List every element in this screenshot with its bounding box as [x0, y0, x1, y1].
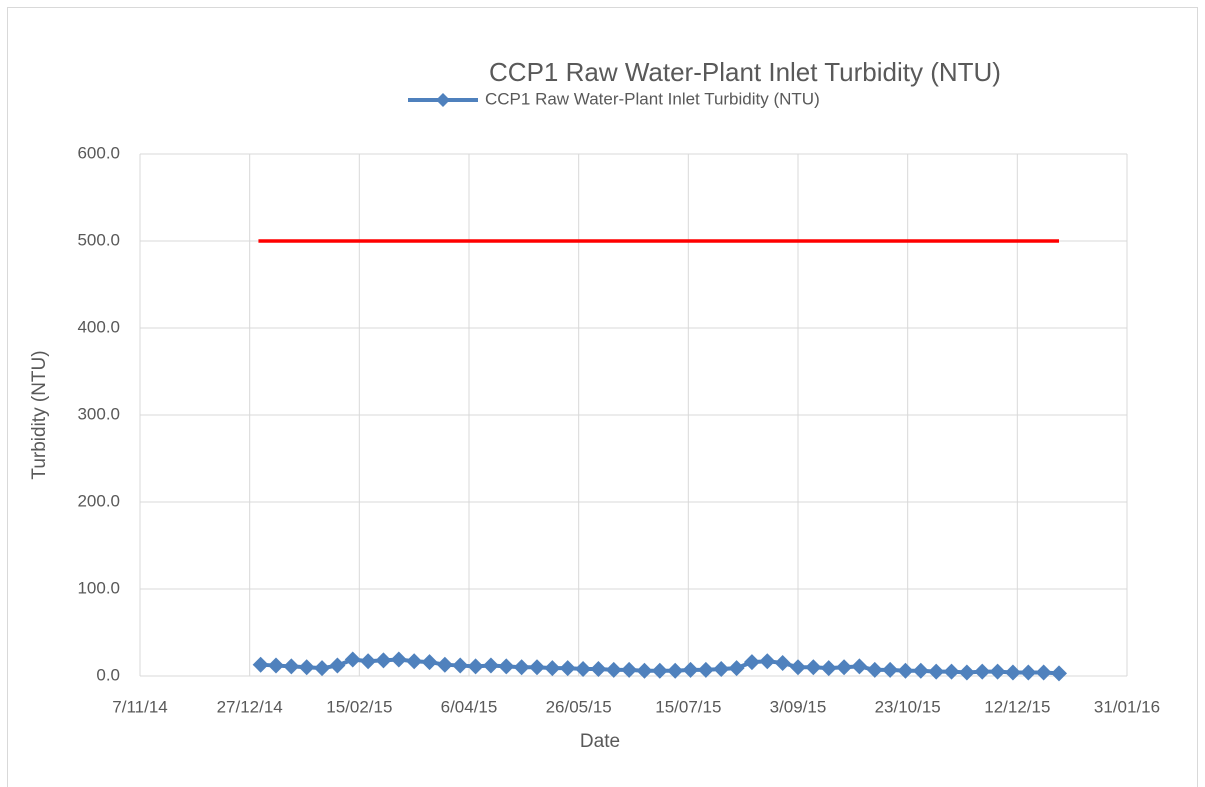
x-tick-label: 31/01/16	[1094, 697, 1160, 716]
data-point	[482, 657, 499, 674]
chart-title: CCP1 Raw Water-Plant Inlet Turbidity (NT…	[489, 57, 1001, 87]
data-point	[943, 663, 960, 680]
data-point	[605, 661, 622, 678]
x-tick-label: 6/04/15	[441, 697, 498, 716]
x-tick-label: 23/10/15	[875, 697, 941, 716]
data-point	[897, 662, 914, 679]
y-tick-label: 200.0	[77, 491, 120, 510]
y-tick-label: 500.0	[77, 230, 120, 249]
x-tick-label: 7/11/14	[112, 697, 167, 716]
data-point	[390, 651, 407, 668]
y-tick-label: 0.0	[96, 665, 120, 684]
data-point	[882, 661, 899, 678]
data-point	[1035, 664, 1052, 681]
data-point	[836, 659, 853, 676]
data-point	[636, 662, 653, 679]
data-point	[682, 661, 699, 678]
y-tick-label: 100.0	[77, 578, 120, 597]
data-point	[452, 657, 469, 674]
data-point	[575, 661, 592, 678]
data-point	[958, 664, 975, 681]
data-point	[621, 661, 638, 678]
data-point	[329, 657, 346, 674]
data-point	[590, 661, 607, 678]
y-tick-label: 600.0	[77, 143, 120, 162]
x-tick-label: 15/07/15	[655, 697, 721, 716]
data-point	[498, 658, 515, 675]
legend-label: CCP1 Raw Water-Plant Inlet Turbidity (NT…	[485, 89, 820, 108]
data-point	[252, 656, 269, 673]
data-point	[743, 654, 760, 671]
data-point	[1020, 664, 1037, 681]
data-point	[406, 653, 423, 670]
data-point	[790, 659, 806, 676]
data-point	[912, 662, 929, 679]
data-point	[375, 652, 392, 669]
data-point	[728, 660, 745, 677]
data-point	[989, 663, 1006, 680]
data-point	[298, 659, 315, 676]
data-point	[513, 659, 530, 676]
data-point	[928, 663, 945, 680]
data-point	[667, 662, 684, 679]
data-point	[974, 663, 991, 680]
data-point	[544, 660, 561, 677]
x-tick-label: 27/12/14	[217, 697, 283, 716]
data-point	[314, 660, 331, 677]
data-point	[528, 659, 545, 676]
data-point	[360, 653, 377, 670]
data-point	[713, 661, 730, 678]
data-point	[559, 660, 576, 677]
data-point	[820, 660, 837, 677]
data-point	[697, 661, 714, 678]
data-point	[436, 656, 453, 673]
data-point	[851, 658, 868, 675]
data-point	[283, 658, 300, 675]
data-point	[1004, 664, 1021, 681]
data-point	[344, 651, 361, 668]
data-point	[1051, 665, 1068, 682]
y-tick-label: 300.0	[77, 404, 120, 423]
data-point	[805, 659, 822, 676]
y-axis-title: Turbidity (NTU)	[29, 350, 50, 479]
data-point	[421, 654, 438, 671]
y-tick-label: 400.0	[77, 317, 120, 336]
data-point	[651, 662, 668, 679]
x-tick-label: 26/05/15	[546, 697, 612, 716]
data-point	[759, 653, 776, 670]
x-tick-label: 15/02/15	[326, 697, 392, 716]
data-point	[467, 658, 484, 675]
x-axis-title: Date	[580, 731, 620, 752]
data-point	[866, 661, 883, 678]
data-point	[267, 657, 284, 674]
chart-border	[7, 7, 1198, 787]
x-tick-label: 3/09/15	[770, 697, 827, 716]
x-tick-label: 12/12/15	[984, 697, 1050, 716]
legend-marker	[436, 93, 450, 107]
data-point	[774, 654, 791, 671]
